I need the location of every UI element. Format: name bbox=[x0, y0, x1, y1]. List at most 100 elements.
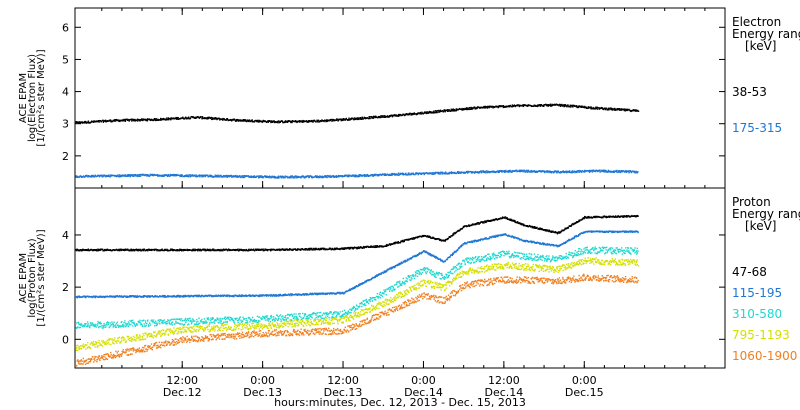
data-point bbox=[151, 173, 153, 176]
data-point bbox=[481, 238, 483, 240]
data-point bbox=[618, 108, 620, 110]
data-point bbox=[87, 175, 90, 177]
data-point bbox=[355, 286, 357, 288]
data-point bbox=[588, 215, 590, 218]
data-point bbox=[175, 174, 177, 177]
data-point bbox=[628, 230, 630, 233]
data-point bbox=[336, 118, 338, 120]
data-point bbox=[207, 176, 209, 178]
data-point bbox=[113, 295, 115, 297]
data-point bbox=[82, 176, 84, 178]
data-point bbox=[484, 220, 486, 222]
data-point bbox=[316, 176, 318, 179]
data-point bbox=[473, 106, 475, 108]
data-point bbox=[503, 170, 506, 172]
data-point bbox=[260, 295, 262, 297]
data-point bbox=[453, 109, 455, 111]
data-point bbox=[556, 245, 558, 247]
data-point bbox=[181, 250, 183, 252]
data-point bbox=[463, 109, 465, 111]
data-point bbox=[465, 107, 468, 109]
data-point bbox=[330, 293, 333, 295]
data-point bbox=[485, 106, 487, 108]
data-point bbox=[621, 170, 623, 172]
data-point bbox=[481, 171, 483, 173]
data-point bbox=[231, 175, 234, 177]
data-point bbox=[126, 295, 128, 297]
data-point bbox=[501, 105, 503, 108]
data-point bbox=[348, 176, 350, 178]
data-point bbox=[112, 174, 114, 177]
data-point bbox=[387, 244, 389, 246]
data-point bbox=[618, 216, 620, 218]
data-point bbox=[210, 295, 212, 297]
data-point bbox=[386, 270, 388, 272]
data-point bbox=[307, 120, 309, 122]
data-point bbox=[589, 230, 591, 233]
data-point bbox=[122, 249, 124, 251]
data-point bbox=[137, 175, 139, 178]
data-point bbox=[567, 104, 569, 107]
data-point bbox=[100, 248, 102, 250]
data-point bbox=[623, 170, 625, 172]
data-point bbox=[379, 173, 381, 175]
data-point bbox=[270, 177, 272, 179]
data-point bbox=[614, 109, 616, 111]
data-point bbox=[156, 249, 159, 251]
data-point bbox=[284, 121, 286, 124]
legend-entry: 310-580 bbox=[732, 307, 782, 321]
data-point bbox=[608, 109, 610, 111]
data-point bbox=[451, 254, 453, 257]
data-point bbox=[426, 111, 428, 113]
data-point bbox=[133, 175, 135, 177]
data-point bbox=[223, 175, 225, 177]
data-point bbox=[605, 171, 607, 173]
data-point bbox=[485, 171, 487, 173]
data-point bbox=[352, 287, 354, 290]
data-point bbox=[168, 175, 170, 177]
data-point bbox=[629, 230, 631, 232]
data-point bbox=[501, 171, 504, 173]
data-point bbox=[348, 248, 351, 250]
data-point bbox=[150, 295, 152, 297]
data-point bbox=[429, 237, 432, 239]
data-point bbox=[482, 107, 484, 109]
data-point bbox=[262, 294, 264, 296]
data-point bbox=[313, 119, 315, 122]
data-point bbox=[116, 174, 119, 176]
data-point bbox=[121, 120, 124, 122]
data-point bbox=[500, 234, 502, 236]
data-point bbox=[258, 177, 260, 179]
data-point bbox=[79, 121, 81, 124]
data-point bbox=[308, 121, 310, 123]
data-point bbox=[329, 175, 331, 178]
data-point bbox=[261, 121, 264, 123]
data-point bbox=[603, 216, 605, 218]
data-point bbox=[251, 119, 253, 121]
data-point bbox=[426, 236, 428, 238]
data-point bbox=[93, 121, 95, 123]
data-point bbox=[563, 242, 565, 244]
data-point bbox=[581, 170, 584, 172]
data-point bbox=[481, 107, 484, 109]
data-point bbox=[397, 115, 400, 117]
data-point bbox=[556, 172, 558, 174]
data-point bbox=[596, 107, 598, 110]
data-point bbox=[522, 224, 525, 227]
data-point bbox=[566, 106, 568, 108]
data-point bbox=[411, 257, 413, 259]
data-point bbox=[317, 248, 320, 251]
data-point bbox=[332, 119, 335, 122]
data-point bbox=[339, 291, 341, 294]
data-point bbox=[333, 292, 335, 294]
data-point bbox=[304, 293, 306, 295]
data-point bbox=[183, 175, 185, 178]
data-point bbox=[472, 171, 475, 173]
data-point bbox=[371, 117, 373, 119]
data-point bbox=[300, 248, 302, 250]
data-point bbox=[515, 105, 517, 107]
data-point bbox=[312, 121, 314, 123]
data-point bbox=[170, 248, 172, 250]
data-point bbox=[556, 246, 559, 248]
y-tick-label: 3 bbox=[62, 118, 69, 131]
